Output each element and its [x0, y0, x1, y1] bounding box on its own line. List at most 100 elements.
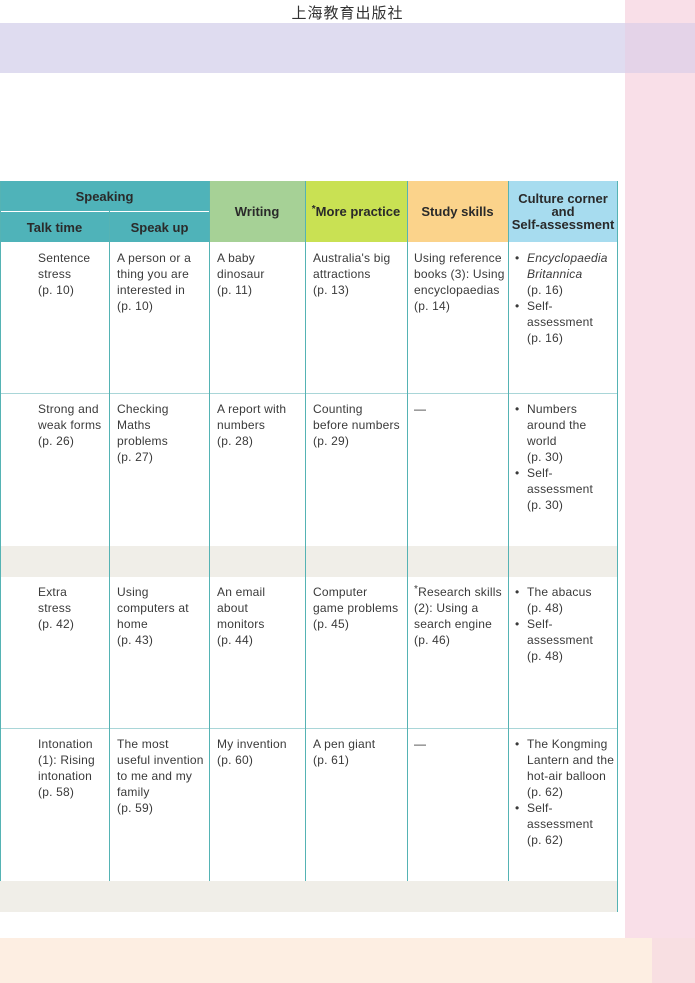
text-line: Sentence — [38, 251, 91, 265]
row-separator — [0, 393, 618, 394]
row1-writing: A baby dinosaur (p. 11) — [217, 250, 265, 298]
row4-more-practice: A pen giant (p. 61) — [313, 736, 375, 768]
row2-culture: Numbers around the world (p. 30) Self-as… — [514, 401, 618, 513]
text-line: (p. 60) — [217, 753, 254, 767]
text-line: monitors — [217, 617, 265, 631]
text-line: Using — [117, 585, 149, 599]
text-line: The Kongming — [527, 737, 608, 751]
header-speak-up: Speak up — [109, 211, 209, 242]
text-line: (p. 45) — [313, 617, 350, 631]
text-line: Computer — [313, 585, 368, 599]
text-line: Checking — [117, 402, 169, 416]
row2-talk-time: Strong and weak forms (p. 26) — [38, 401, 101, 449]
more-practice-star: * — [311, 204, 316, 215]
text-line: search engine — [414, 617, 492, 631]
text-line: Australia's big — [313, 251, 391, 265]
culture-item: The abacus (p. 48) — [514, 584, 618, 616]
text-line: (p. 26) — [38, 434, 75, 448]
header-speaking: Speaking — [0, 181, 209, 211]
text-line: dinosaur — [217, 267, 265, 281]
text-line: books (3): Using — [414, 267, 505, 281]
text-line: (p. 16) — [527, 283, 564, 297]
text-line: (p. 42) — [38, 617, 75, 631]
row2-speak-up: Checking Maths problems (p. 27) — [117, 401, 169, 465]
text-line: (p. 62) — [527, 785, 564, 799]
right-strip-top-block — [625, 23, 695, 73]
text-line: (p. 30) — [527, 498, 564, 512]
more-practice-label: More practice — [315, 204, 401, 219]
text-line: The abacus — [527, 585, 592, 599]
culture-item: Self-assessment (p. 62) — [514, 800, 618, 848]
text-line: (p. 16) — [527, 331, 564, 345]
text-line: family — [117, 785, 150, 799]
culture-item: Numbers around the world (p. 30) — [514, 401, 618, 465]
row4-speak-up: The most useful invention to me and my f… — [117, 736, 204, 816]
text-line: — — [414, 402, 427, 416]
row3-writing: An email about monitors (p. 44) — [217, 584, 265, 648]
text-line: (p. 10) — [38, 283, 75, 297]
row3-study-skills: *Research skills (2): Using a search eng… — [414, 584, 502, 648]
text-line: Self-assessment — [527, 299, 594, 329]
text-line: about — [217, 601, 249, 615]
row4-study-skills: — — [414, 736, 426, 752]
text-line: stress — [38, 601, 72, 615]
text-line: *Research skills — [414, 584, 502, 600]
text-line: game problems — [313, 601, 399, 615]
text-line: stress — [38, 267, 72, 281]
column-divider — [617, 181, 618, 912]
text-line: (p. 10) — [117, 299, 154, 313]
text-line: (p. 43) — [117, 633, 154, 647]
culture-item: Self-assessment (p. 48) — [514, 616, 618, 664]
culture-header-line1: Culture corner — [518, 191, 608, 206]
text-line: (p. 61) — [313, 753, 350, 767]
text-line: numbers — [217, 418, 266, 432]
culture-item: Encyclopaedia Britannica (p. 16) — [514, 250, 618, 298]
section-gap-band — [0, 881, 618, 912]
text-line: Encyclopaedia — [527, 251, 608, 265]
row1-talk-time: Sentence stress (p. 10) — [38, 250, 90, 298]
text-line: to me and my — [117, 769, 193, 783]
row-separator — [0, 728, 618, 729]
culture-header-line2: and — [551, 204, 575, 219]
row2-more-practice: Counting before numbers (p. 29) — [313, 401, 400, 449]
section-gap-band — [0, 546, 618, 577]
culture-item: Self-assessment (p. 16) — [514, 298, 618, 346]
header-culture-corner: Culture corner and Self-assessment — [508, 181, 618, 242]
row1-speak-up: A person or a thing you are interested i… — [117, 250, 191, 314]
text-line: (p. 48) — [527, 601, 564, 615]
text-line: Self-assessment — [527, 617, 594, 647]
text-line: before numbers — [313, 418, 400, 432]
text-line: (p. 30) — [527, 450, 564, 464]
text-line: around the — [527, 418, 587, 432]
culture-item: The Kongming Lantern and the hot-air bal… — [514, 736, 618, 800]
text-line: Strong and — [38, 402, 99, 416]
row3-culture: The abacus (p. 48) Self-assessment (p. 4… — [514, 584, 618, 664]
row1-study-skills: Using reference books (3): Using encyclo… — [414, 250, 505, 314]
text-line: computers at — [117, 601, 189, 615]
text-line: Numbers — [527, 402, 578, 416]
publisher-name: 上海教育出版社 — [291, 4, 404, 22]
text-line: (p. 27) — [117, 450, 154, 464]
row3-talk-time: Extra stress (p. 42) — [38, 584, 74, 632]
text-line: intonation — [38, 769, 93, 783]
text-line: A report with — [217, 402, 287, 416]
row2-study-skills: — — [414, 401, 426, 417]
text-line: Counting — [313, 402, 363, 416]
text-line-span: Research skills — [418, 585, 502, 599]
row1-culture: Encyclopaedia Britannica (p. 16) Self-as… — [514, 250, 618, 346]
bottom-band-right-block — [652, 938, 695, 983]
culture-header-line3: Self-assessment — [511, 217, 615, 232]
column-divider — [407, 181, 408, 881]
text-line: home — [117, 617, 148, 631]
row1-more-practice: Australia's big attractions (p. 13) — [313, 250, 390, 298]
text-line: attractions — [313, 267, 371, 281]
text-line: (p. 29) — [313, 434, 350, 448]
right-color-strip — [625, 0, 695, 983]
row2-writing: A report with numbers (p. 28) — [217, 401, 286, 449]
text-line: (p. 46) — [414, 633, 451, 647]
text-line: (p. 13) — [313, 283, 350, 297]
text-line: world — [527, 434, 557, 448]
text-line: (p. 59) — [117, 801, 154, 815]
culture-item: Self-assessment (p. 30) — [514, 465, 618, 513]
row4-talk-time: Intonation (1): Rising intonation (p. 58… — [38, 736, 95, 800]
